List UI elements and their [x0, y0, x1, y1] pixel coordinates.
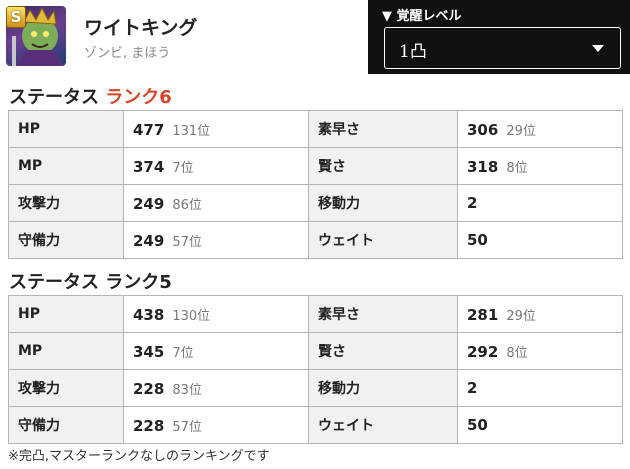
table-row: 攻撃力 228 83位 移動力 2 — [8, 369, 623, 407]
section-title-rank5: ステータス ランク5 — [9, 268, 172, 294]
stat-ranking: 86位 — [172, 197, 202, 213]
stat-value: 318 — [467, 157, 499, 176]
stat-value-cell: 477 131位 — [123, 110, 309, 148]
stat-value-cell: 438 130位 — [123, 295, 309, 333]
stat-value: 2 — [467, 379, 478, 397]
table-row: 攻撃力 249 86位 移動力 2 — [8, 184, 623, 222]
stat-label: 移動力 — [308, 369, 458, 407]
stat-value: 50 — [467, 416, 488, 434]
stat-value-cell: 306 29位 — [457, 110, 623, 148]
stat-value-cell: 2 — [457, 184, 623, 222]
stat-value-cell: 318 8位 — [457, 147, 623, 185]
stat-label: 守備力 — [8, 221, 124, 259]
stat-value: 438 — [133, 305, 165, 324]
ranking-footnote: ※完凸,マスターランクなしのランキングです — [8, 449, 270, 464]
awaken-label: ▼ 覚醒レベル — [382, 9, 462, 24]
awaken-panel: ▼ 覚醒レベル 1凸 — [368, 0, 630, 74]
rank-badge: S — [6, 6, 26, 28]
zombie-king-portrait-icon: S — [6, 6, 66, 66]
stat-ranking: 57位 — [172, 419, 202, 435]
stat-value: 281 — [467, 305, 499, 324]
stat-value: 345 — [133, 342, 165, 361]
section-title-rank6: ステータス ランク6 — [9, 83, 172, 109]
stat-ranking: 131位 — [172, 123, 211, 139]
stat-ranking: 29位 — [506, 123, 536, 139]
chevron-down-icon — [592, 45, 604, 52]
stat-value-cell: 374 7位 — [123, 147, 309, 185]
portrait-art — [12, 6, 64, 66]
stat-ranking: 8位 — [506, 160, 528, 176]
stat-ranking: 29位 — [506, 308, 536, 324]
stat-label: HP — [8, 295, 124, 333]
section-title-prefix: ステータス — [9, 272, 106, 293]
stat-value: 50 — [467, 231, 488, 249]
stat-label: 攻撃力 — [8, 184, 124, 222]
table-row: 守備力 228 57位 ウェイト 50 — [8, 406, 623, 444]
section-title-rank: ランク6 — [105, 87, 172, 108]
table-row: MP 374 7位 賢さ 318 8位 — [8, 147, 623, 185]
stat-value-cell: 345 7位 — [123, 332, 309, 370]
monster-type: ゾンビ, まほう — [84, 46, 171, 61]
awaken-level-select[interactable]: 1凸 — [384, 27, 621, 69]
stat-value-cell: 50 — [457, 406, 623, 444]
status-table-rank6: HP 477 131位 素早さ 306 29位 MP 374 7位 賢さ 318 8位 … — [8, 110, 623, 259]
stat-value-cell: 50 — [457, 221, 623, 259]
table-row: HP 477 131位 素早さ 306 29位 — [8, 110, 623, 148]
stat-label: ウェイト — [308, 406, 458, 444]
stat-label: 守備力 — [8, 406, 124, 444]
table-row: 守備力 249 57位 ウェイト 50 — [8, 221, 623, 259]
stat-label: MP — [8, 147, 124, 185]
awaken-selected-value: 1凸 — [399, 42, 427, 62]
stat-ranking: 57位 — [172, 234, 202, 250]
stat-label: HP — [8, 110, 124, 148]
stat-value: 2 — [467, 194, 478, 212]
stat-value: 292 — [467, 342, 499, 361]
stat-ranking: 130位 — [172, 308, 211, 324]
stat-label: MP — [8, 332, 124, 370]
stat-value: 228 — [133, 416, 165, 435]
table-row: MP 345 7位 賢さ 292 8位 — [8, 332, 623, 370]
stat-ranking: 7位 — [172, 160, 194, 176]
stat-value-cell: 249 57位 — [123, 221, 309, 259]
stat-ranking: 7位 — [172, 345, 194, 361]
stat-value: 249 — [133, 231, 165, 250]
monster-header: S ワイトキング ゾンビ, まほう ▼ 覚醒レベル 1凸 — [0, 0, 630, 74]
status-table-rank5: HP 438 130位 素早さ 281 29位 MP 345 7位 賢さ 292 8位 … — [8, 295, 623, 444]
stat-value: 477 — [133, 120, 165, 139]
stat-label: ウェイト — [308, 221, 458, 259]
stat-value: 249 — [133, 194, 165, 213]
stat-label: 素早さ — [308, 110, 458, 148]
stat-label: 移動力 — [308, 184, 458, 222]
stat-value: 228 — [133, 379, 165, 398]
stat-ranking: 83位 — [172, 382, 202, 398]
stat-value-cell: 228 57位 — [123, 406, 309, 444]
stat-value: 374 — [133, 157, 165, 176]
stat-label: 素早さ — [308, 295, 458, 333]
stat-label: 攻撃力 — [8, 369, 124, 407]
stat-label: 賢さ — [308, 147, 458, 185]
stat-value-cell: 281 29位 — [457, 295, 623, 333]
section-title-prefix: ステータス — [9, 87, 106, 108]
stat-value-cell: 228 83位 — [123, 369, 309, 407]
stat-value-cell: 2 — [457, 369, 623, 407]
stat-label: 賢さ — [308, 332, 458, 370]
stat-value-cell: 292 8位 — [457, 332, 623, 370]
section-title-rank: ランク5 — [105, 272, 172, 293]
stat-ranking: 8位 — [506, 345, 528, 361]
stat-value: 306 — [467, 120, 499, 139]
table-row: HP 438 130位 素早さ 281 29位 — [8, 295, 623, 333]
stat-value-cell: 249 86位 — [123, 184, 309, 222]
monster-name: ワイトキング — [84, 17, 198, 39]
